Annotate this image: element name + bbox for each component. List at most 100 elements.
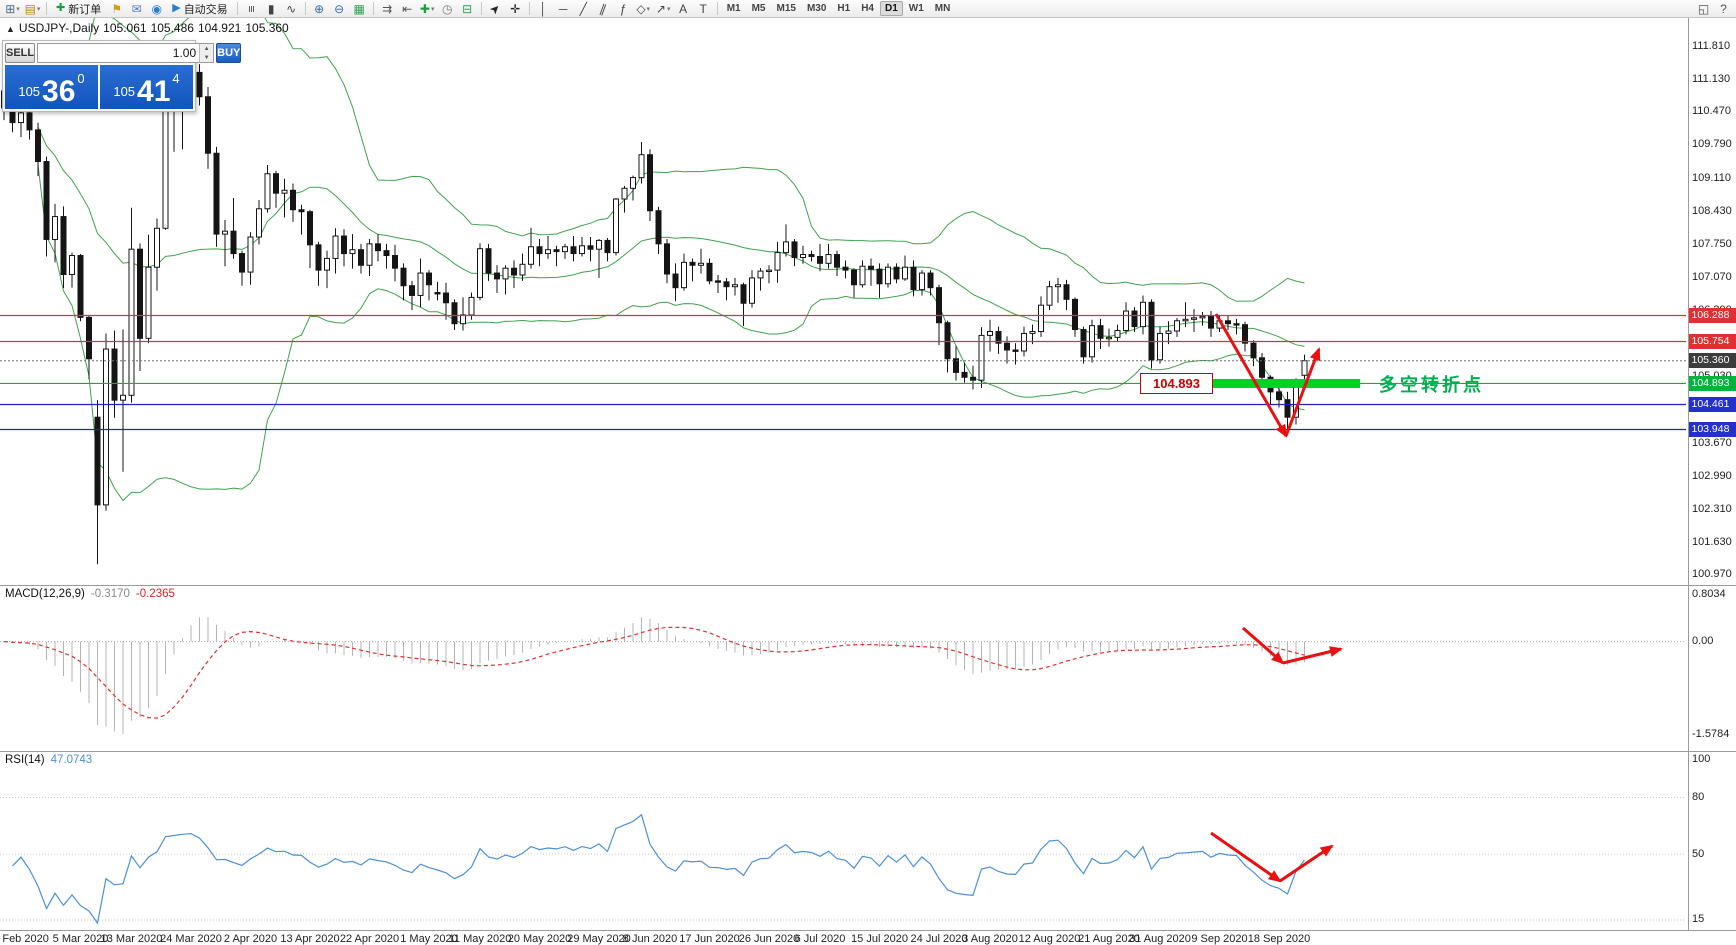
shapes-icon[interactable]: ◇ ▾ [634, 1, 653, 17]
candle [800, 245, 806, 264]
grid-icon[interactable]: ▦ [350, 1, 369, 17]
date-label: 18 Sep 2020 [1247, 933, 1311, 945]
candle [944, 320, 951, 373]
bollinger-middle-band [37, 126, 1305, 347]
text-icon[interactable]: A [674, 1, 693, 17]
channel-icon[interactable]: ∥ [594, 1, 613, 17]
indicators-icon[interactable]: ✚ ▾ [418, 1, 437, 17]
volume-input[interactable] [38, 44, 200, 62]
candle [638, 142, 645, 184]
rsi-scale-label: 15 [1692, 913, 1705, 926]
candle [978, 327, 985, 388]
candle [1106, 328, 1112, 347]
buy-price-main: 105 [113, 84, 136, 99]
date-label: 13 Mar 2020 [100, 933, 163, 945]
buy-price-point: 4 [172, 71, 180, 86]
candle [825, 243, 832, 269]
auto-scroll-icon[interactable]: ⇉ [378, 1, 397, 17]
pivot-highlight-bar[interactable] [1213, 378, 1360, 388]
vertical-line-icon: │ [539, 1, 547, 16]
oneclick-collapse-icon[interactable]: ▲ [6, 24, 15, 34]
candle [154, 218, 160, 291]
objects-clock-icon[interactable]: ◷ [438, 1, 457, 17]
sell-button[interactable]: SELL [5, 43, 36, 63]
autotrading-button[interactable]: ▶ 自动交易 [167, 1, 232, 17]
new-order-button-label: 新订单 [68, 3, 102, 16]
vertical-line-icon[interactable]: │ [534, 1, 553, 17]
zoom-out-icon[interactable]: ⊖ [330, 1, 349, 17]
macd-signal-value: -0.2365 [135, 588, 175, 600]
candle [60, 206, 67, 289]
candle [689, 258, 696, 282]
candle [1276, 385, 1282, 408]
date-label: 8 Jun 2020 [622, 933, 678, 945]
candle [273, 170, 279, 208]
rsi-indicator-label: RSI(14) 47.0743 [5, 754, 92, 766]
timeframe-m15-button[interactable]: M15 [776, 3, 796, 14]
candle [621, 185, 628, 213]
candle [460, 297, 466, 331]
pivot-annotation-text: 多空转折点 [1379, 375, 1484, 395]
candle [1148, 299, 1155, 369]
arrows-tool-icon[interactable]: ↗ ▾ [654, 1, 673, 17]
chart-shift-icon[interactable]: ⇤ [398, 1, 417, 17]
help-icon[interactable]: ? [1714, 1, 1733, 17]
bar-chart-icon[interactable]: ≡ [242, 1, 261, 17]
sell-price-display[interactable]: 105 36 0 [5, 65, 98, 109]
volume-up-button[interactable]: ▲ [200, 44, 214, 53]
buy-price-pips: 41 [137, 75, 171, 108]
fibonacci-icon[interactable]: ƒ [614, 1, 633, 17]
timeframe-h4-button[interactable]: H4 [861, 3, 874, 14]
candle [519, 253, 526, 281]
date-label: 12 Aug 2020 [1018, 933, 1081, 945]
timeframe-w1-button[interactable]: W1 [908, 3, 924, 14]
volume-down-button[interactable]: ▼ [200, 53, 214, 62]
market-depth-icon: ◉ [151, 1, 162, 16]
buy-button[interactable]: BUY [216, 43, 242, 63]
alert-icon[interactable]: ⚑ [107, 1, 126, 17]
timeframe-h1-button[interactable]: H1 [837, 3, 851, 14]
new-chart-icon: ⊞ [5, 1, 16, 16]
label-icon[interactable]: T [694, 1, 713, 17]
macd-name: MACD(12,26,9) [5, 588, 85, 600]
timeframe-d1-button[interactable]: D1 [880, 1, 903, 16]
trendline-icon[interactable]: ╱ [574, 1, 593, 17]
candle [851, 268, 857, 298]
price-badge-106.288: 106.288 [1688, 308, 1736, 324]
candle [383, 243, 390, 269]
date-label: 15 Jul 2020 [851, 933, 908, 945]
candle [443, 282, 449, 320]
profiles-icon[interactable]: ▤ ▾ [23, 1, 42, 17]
candle [366, 238, 373, 276]
candle [1046, 280, 1053, 311]
new-chart-icon[interactable]: ⊞ ▾ [3, 1, 22, 17]
macd-scale-label: 0.00 [1692, 635, 1714, 648]
timeframe-mn-button[interactable]: MN [934, 3, 951, 14]
line-chart-icon[interactable]: ∿ [282, 1, 301, 17]
timeframe-m1-button[interactable]: M1 [726, 3, 741, 14]
market-depth-icon[interactable]: ◉ [147, 1, 166, 17]
trendline-icon: ╱ [579, 1, 587, 16]
candlestick-chart-icon[interactable]: ▮ [262, 1, 281, 17]
timeframe-m30-button[interactable]: M30 [806, 3, 827, 14]
window-cascade-icon[interactable]: ◱ [1694, 1, 1713, 17]
mailbox-icon[interactable]: ✉ [127, 1, 146, 17]
candle [86, 315, 92, 380]
horizontal-line-icon[interactable]: ─ [554, 1, 573, 17]
buy-price-display[interactable]: 105 41 4 [100, 65, 193, 109]
candle [281, 178, 288, 218]
zoom-in-icon[interactable]: ⊕ [310, 1, 329, 17]
timeframe-m5-button[interactable]: M5 [751, 3, 766, 14]
candle [1225, 315, 1231, 331]
crosshair-icon: ✛ [510, 1, 521, 16]
crosshair-icon[interactable]: ✛ [506, 1, 525, 17]
data-window-icon[interactable]: ⊟ [458, 1, 477, 17]
candle [477, 243, 483, 301]
candle [485, 243, 492, 281]
candle [290, 183, 296, 222]
new-order-button[interactable]: ✚ 新订单 [51, 1, 106, 17]
candle [205, 87, 211, 169]
cursor-icon[interactable]: ➤ [486, 0, 505, 17]
sell-price-pips: 36 [42, 75, 76, 108]
